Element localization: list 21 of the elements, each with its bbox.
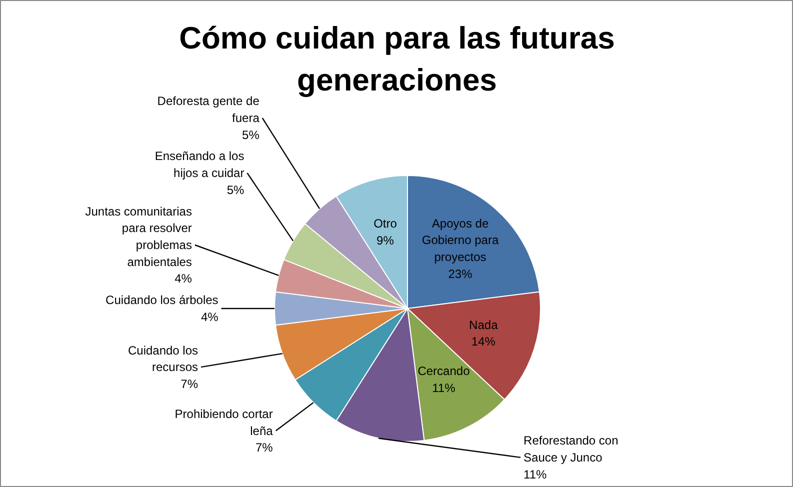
slice-label: Nada <box>469 318 498 332</box>
data-label: 4% <box>200 310 219 324</box>
slice-label: Prohibiendo cortar leña <box>174 406 274 438</box>
slice-label: Otro <box>374 216 398 230</box>
data-label: 5% <box>226 182 245 197</box>
data-label: 11% <box>524 467 548 482</box>
data-label: 4% <box>174 272 192 286</box>
slice-label: Cuidando los árboles <box>106 293 218 308</box>
slice-label: Enseñando a los hijos a cuidar <box>154 149 244 180</box>
data-label: 5% <box>242 128 260 142</box>
data-label: 9% <box>376 233 394 248</box>
slice-label: Juntas comunitarias para resolver problemas ambientales <box>85 204 192 269</box>
slice-label: Cercando <box>418 364 470 378</box>
data-label: 11% <box>432 381 456 395</box>
data-label: 7% <box>255 440 274 455</box>
data-label: 23% <box>448 266 473 281</box>
slice-label: Apoyos de Gobierno para proyectos <box>422 216 499 264</box>
data-label: 7% <box>180 376 198 391</box>
slice-label: Reforestando con Sauce y Junco <box>524 434 618 464</box>
slice-label: Cuidando los recursos <box>128 343 198 374</box>
data-label: 14% <box>471 334 496 349</box>
